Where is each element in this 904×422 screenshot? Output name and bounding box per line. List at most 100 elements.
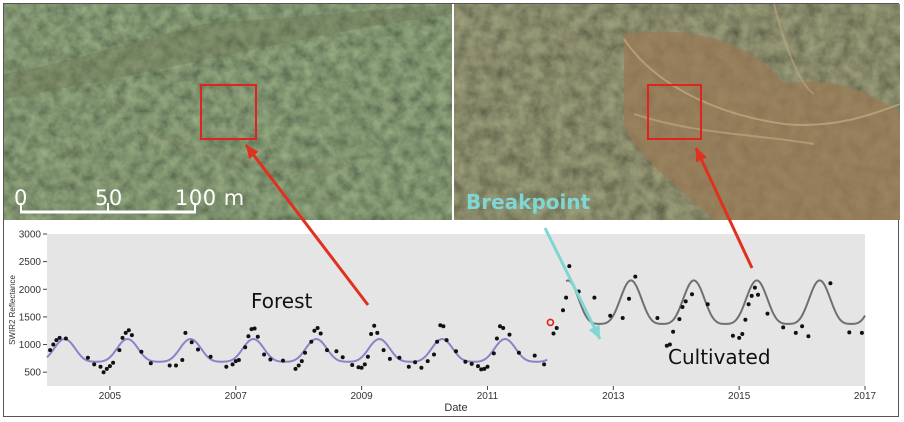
data-point: [532, 353, 537, 358]
data-point: [303, 350, 307, 355]
scale-label-0: 0: [14, 186, 28, 210]
data-point: [299, 359, 304, 364]
data-point: [561, 308, 565, 313]
data-point: [381, 348, 386, 353]
data-point: [233, 359, 238, 364]
data-point: [126, 328, 131, 333]
data-point: [243, 345, 248, 350]
scale-label-100m: 100 m: [175, 186, 245, 210]
cultivated-arrow-head: [696, 148, 707, 163]
data-point: [148, 361, 153, 366]
data-point: [334, 349, 339, 354]
cultivated-satellite-image: [454, 4, 900, 220]
breakpoint-arrow-head: [588, 324, 600, 339]
data-point: [680, 305, 685, 309]
breakpoint-arrow: [543, 227, 602, 340]
data-point: [318, 331, 323, 336]
data-point: [690, 292, 694, 297]
data-point: [479, 367, 484, 372]
data-point: [252, 326, 257, 331]
x-tick-label-2011: 2011: [477, 391, 499, 402]
data-point: [98, 364, 103, 369]
scale-label-50: 50: [95, 186, 123, 210]
data-point: [312, 328, 317, 333]
data-point: [752, 285, 757, 290]
data-point: [740, 332, 745, 336]
x-tick-label-2005: 2005: [99, 391, 122, 402]
data-point: [63, 336, 68, 341]
cultivated-arrow: [694, 147, 754, 269]
data-point: [749, 293, 754, 298]
breakpoint-label: Breakpoint: [466, 190, 591, 214]
data-point: [806, 334, 811, 339]
data-point: [859, 330, 864, 335]
data-point: [167, 363, 172, 368]
data-point: [501, 326, 506, 330]
data-point: [756, 292, 760, 297]
data-point: [705, 302, 710, 307]
data-point: [730, 333, 735, 338]
data-point: [507, 332, 512, 337]
cultivated-sample-box: [647, 84, 702, 140]
data-point: [174, 363, 178, 368]
data-point: [494, 336, 499, 341]
data-point: [567, 264, 572, 269]
data-point: [107, 364, 112, 369]
data-point: [564, 295, 569, 300]
data-point: [435, 339, 440, 344]
data-point: [737, 335, 742, 340]
cultivated-label: Cultivated: [668, 345, 771, 369]
data-point: [293, 366, 298, 371]
data-point: [485, 364, 490, 369]
data-point: [469, 361, 474, 366]
forest-fit-line: [46, 337, 548, 363]
data-point: [111, 360, 116, 365]
data-point: [438, 323, 443, 328]
data-point: [123, 330, 128, 335]
data-point: [296, 363, 301, 368]
data-point: [268, 357, 273, 362]
data-point: [419, 365, 424, 370]
data-point: [92, 362, 97, 367]
data-point: [246, 334, 251, 339]
data-point: [262, 352, 267, 357]
data-point: [387, 356, 392, 361]
y-tick-label-2000: 2000: [19, 285, 42, 296]
data-point: [281, 358, 285, 363]
data-point: [425, 359, 430, 364]
data-point: [413, 360, 418, 365]
data-point: [667, 342, 672, 347]
data-point: [491, 351, 496, 356]
data-point: [592, 295, 597, 300]
x-tick-label-2017: 2017: [854, 391, 877, 402]
forest-arrow: [244, 144, 370, 306]
data-point: [627, 296, 631, 301]
data-point: [608, 313, 613, 318]
data-point: [847, 330, 852, 335]
data-point: [117, 348, 122, 353]
data-point: [441, 324, 446, 329]
data-point: [340, 355, 345, 360]
data-point: [255, 334, 260, 339]
data-point: [683, 299, 688, 304]
data-point: [196, 347, 200, 352]
y-tick-label-1000: 1000: [19, 340, 42, 351]
data-point: [476, 364, 480, 369]
data-point: [743, 317, 748, 322]
data-point: [362, 362, 367, 367]
data-point: [444, 338, 449, 343]
data-point: [633, 274, 638, 279]
forest-label: Forest: [251, 289, 313, 313]
data-point: [120, 335, 125, 340]
data-point: [406, 364, 411, 369]
data-point: [51, 342, 56, 347]
forest-satellite-image: [4, 4, 452, 220]
data-point: [369, 332, 374, 336]
data-point: [48, 348, 53, 353]
breakpoint-marker: [546, 318, 555, 327]
data-point: [620, 316, 625, 320]
data-point: [356, 365, 361, 370]
data-point: [375, 330, 380, 335]
